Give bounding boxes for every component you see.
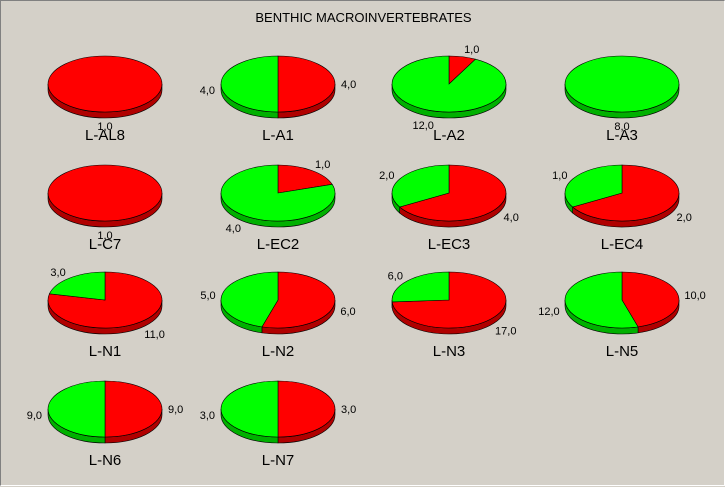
pie-slice-green <box>565 56 679 112</box>
pie-l-n3: 17,0 6,0 L-N3 <box>388 270 517 360</box>
value-label-green: 9,0 <box>27 410 42 422</box>
pie-l-a1: 4,0 4,0 L-A1 <box>200 56 357 144</box>
pie-label: L-A1 <box>262 127 294 144</box>
value-label-red: 2,0 <box>677 212 692 224</box>
value-label-red: 17,0 <box>495 326 516 338</box>
pie-label: L-EC2 <box>257 236 300 253</box>
value-label-green: 4,0 <box>226 223 241 235</box>
pie-l-n1: 11,0 3,0 L-N1 <box>48 267 165 360</box>
value-label-red: 1,0 <box>315 159 330 171</box>
pie-label: L-N2 <box>262 343 295 360</box>
value-label-green: 2,0 <box>379 170 394 182</box>
value-label-red: 1,0 <box>464 44 479 56</box>
pie-l-n5: 10,0 12,0 L-N5 <box>538 272 706 360</box>
pie-label: L-A2 <box>433 127 465 144</box>
value-label-red: 9,0 <box>168 404 183 416</box>
pie-label: L-N1 <box>89 343 122 360</box>
value-label-red: 10,0 <box>684 290 705 302</box>
pie-l-ec4: 2,0 1,0 L-EC4 <box>552 165 692 253</box>
value-label-red: 4,0 <box>504 212 519 224</box>
value-label-green: 6,0 <box>388 270 403 282</box>
pie-label: L-C7 <box>89 236 122 253</box>
pie-slice-green <box>392 56 506 112</box>
pie-label: L-N6 <box>89 452 122 469</box>
pie-slice-red <box>48 56 162 112</box>
pie-slice-red <box>48 165 162 221</box>
value-label-green: 1,0 <box>552 170 567 182</box>
pie-label: L-AL8 <box>85 127 125 144</box>
pie-label: L-EC4 <box>601 236 644 253</box>
pie-l-al8: 1,0L-AL8 <box>48 56 162 144</box>
pie-label: L-N5 <box>606 343 639 360</box>
value-label-green: 12,0 <box>538 306 559 318</box>
value-label-green: 3,0 <box>200 410 215 422</box>
value-label-red: 11,0 <box>144 329 165 341</box>
pie-l-n6: 9,0 9,0 L-N6 <box>27 381 184 469</box>
pie-label: L-N3 <box>433 343 466 360</box>
value-label-red: 3,0 <box>341 404 356 416</box>
pie-l-a2: 1,0 12,0L-A2 <box>392 44 506 144</box>
value-label-green: 4,0 <box>200 85 215 97</box>
value-label-red: 6,0 <box>340 306 355 318</box>
pie-l-ec3: 4,0 2,0 L-EC3 <box>379 165 519 253</box>
pie-label: L-EC3 <box>428 236 471 253</box>
value-label-green: 12,0 <box>413 120 434 132</box>
pie-l-a3: 8,0L-A3 <box>565 56 679 144</box>
pie-label: L-A3 <box>606 127 638 144</box>
pie-label: L-N7 <box>262 452 295 469</box>
value-label-red: 4,0 <box>341 79 356 91</box>
pie-l-c7: 1,0L-C7 <box>48 165 162 253</box>
value-label-green: 3,0 <box>50 267 65 279</box>
value-label-green: 5,0 <box>200 290 215 302</box>
pie-l-n7: 3,0 3,0 L-N7 <box>200 381 357 469</box>
pie-l-ec2: 1,0 4,0 L-EC2 <box>221 159 335 253</box>
pie-l-n2: 6,0 5,0 L-N2 <box>200 272 355 360</box>
